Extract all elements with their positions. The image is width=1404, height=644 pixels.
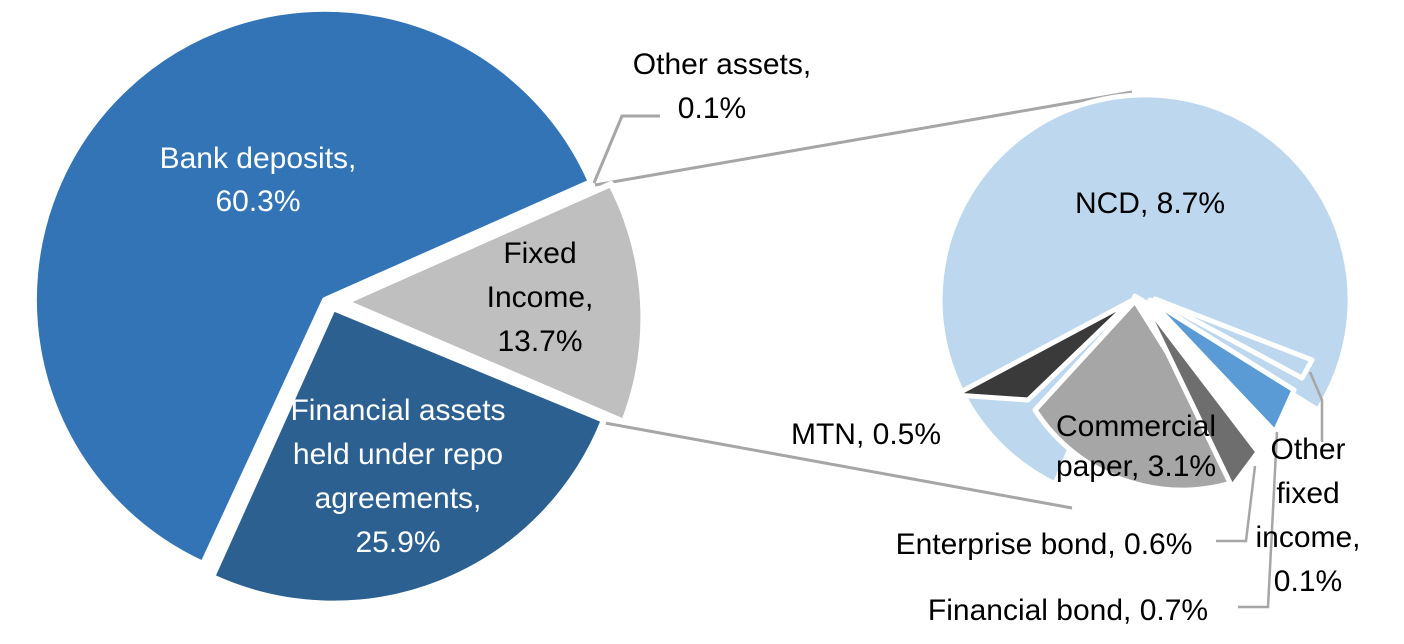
main-label-repo-agreements-line1: Financial assets [290,394,505,427]
main-slice-repo-agreements[interactable] [209,305,607,607]
main-label-bank-deposits: Bank deposits, 60.3% [160,142,357,218]
main-slice-bank-deposits[interactable] [30,5,594,567]
secondary-label-other-fixed-income-line2: fixed [1276,477,1339,510]
leader-financial-bond [1238,431,1279,609]
main-label-fixed-income-line2: Income, [487,281,594,314]
main-label-fixed-income: Fixed Income, 13.7% [487,237,594,358]
secondary-slice-commercial-paper[interactable] [1032,298,1249,493]
secondary-slice-mtn[interactable] [952,298,1134,403]
leader-other-fixed-income [1308,371,1324,442]
main-label-other-assets-line1: Other assets, [633,48,811,81]
main-label-bank-deposits-line1: Bank deposits, [160,142,357,175]
main-label-other-assets: Other assets, 0.1% [633,48,811,125]
secondary-label-commercial-paper: Commercial paper, 3.1% [1056,410,1216,483]
secondary-label-ncd: NCD, 8.7% [1075,187,1225,220]
secondary-slice-other-fixed-income[interactable] [1152,296,1315,381]
main-slice-fixed-income[interactable] [342,181,647,425]
main-label-repo-agreements: Financial assets held under repo agreeme… [290,394,505,559]
secondary-label-commercial-paper-line1: Commercial [1056,410,1216,443]
leader-enterprise-bond [1216,465,1257,543]
connector-line-upper [594,90,1133,187]
main-label-repo-agreements-line3: agreements, [315,482,482,515]
connector-line-lower [604,421,1073,510]
secondary-pie: NCD, 8.7% Commercial paper, 3.1% MTN, 0.… [791,92,1361,627]
secondary-slice-financial-bond[interactable] [1147,297,1297,435]
main-label-fixed-income-line3: 13.7% [497,325,582,358]
main-label-other-assets-line2: 0.1% [678,92,746,125]
secondary-label-other-fixed-income-line4: 0.1% [1274,565,1342,598]
secondary-label-enterprise-bond: Enterprise bond, 0.6% [896,528,1193,561]
secondary-slice-enterprise-bond[interactable] [1139,297,1261,490]
leader-other-assets [592,114,660,184]
main-label-repo-agreements-line4: 25.9% [355,526,440,559]
secondary-label-financial-bond: Financial bond, 0.7% [928,594,1208,627]
main-label-bank-deposits-line2: 60.3% [215,185,300,218]
secondary-label-other-fixed-income-line3: income, [1255,521,1360,554]
main-pie: Bank deposits, 60.3% Financial assets he… [30,5,811,607]
pie-of-pie-connector-band [594,90,1133,510]
main-label-repo-agreements-line2: held under repo [293,438,503,471]
secondary-label-other-fixed-income-line1: Other [1270,433,1345,466]
main-label-fixed-income-line1: Fixed [503,237,576,270]
secondary-label-commercial-paper-line2: paper, 3.1% [1056,450,1216,483]
secondary-label-mtn: MTN, 0.5% [791,418,941,451]
secondary-label-other-fixed-income: Other fixed income, 0.1% [1255,433,1360,598]
